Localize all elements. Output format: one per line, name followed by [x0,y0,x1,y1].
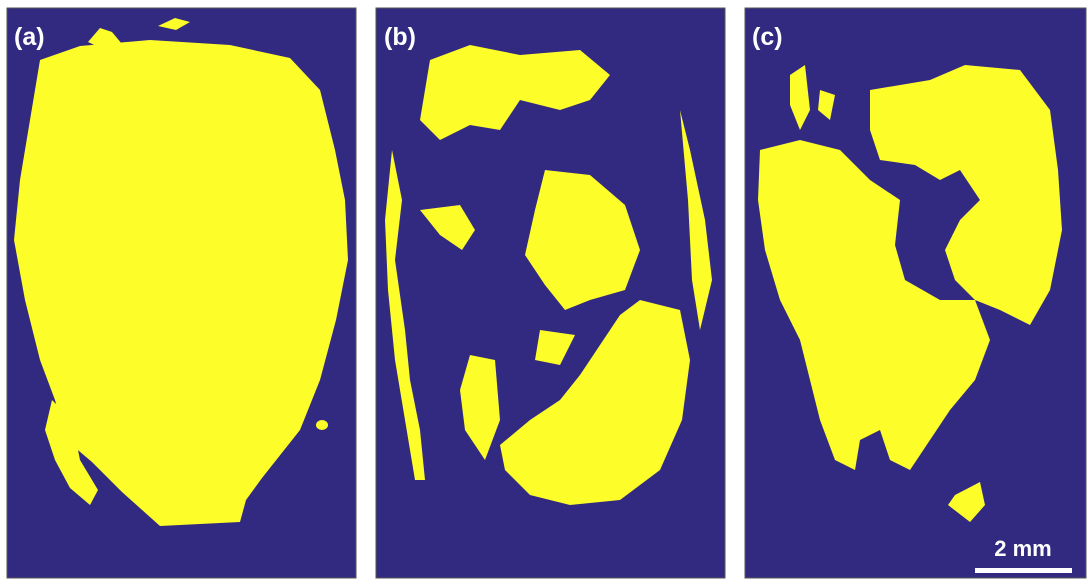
panel-b: (b) [376,8,725,578]
panel-label: (b) [384,23,416,51]
panel-c: (c) 2 mm [745,8,1086,578]
panel-a: (a) [7,8,356,578]
panel-label: (c) [752,23,783,51]
page: (a) (b) (c) 2 mm (() => { const data = J… [0,0,1091,583]
figure: (a) (b) (c) 2 mm [0,0,1091,583]
scale-bar-label: 2 mm [994,536,1051,561]
scale-bar [975,568,1072,573]
panel-label: (a) [14,23,45,51]
